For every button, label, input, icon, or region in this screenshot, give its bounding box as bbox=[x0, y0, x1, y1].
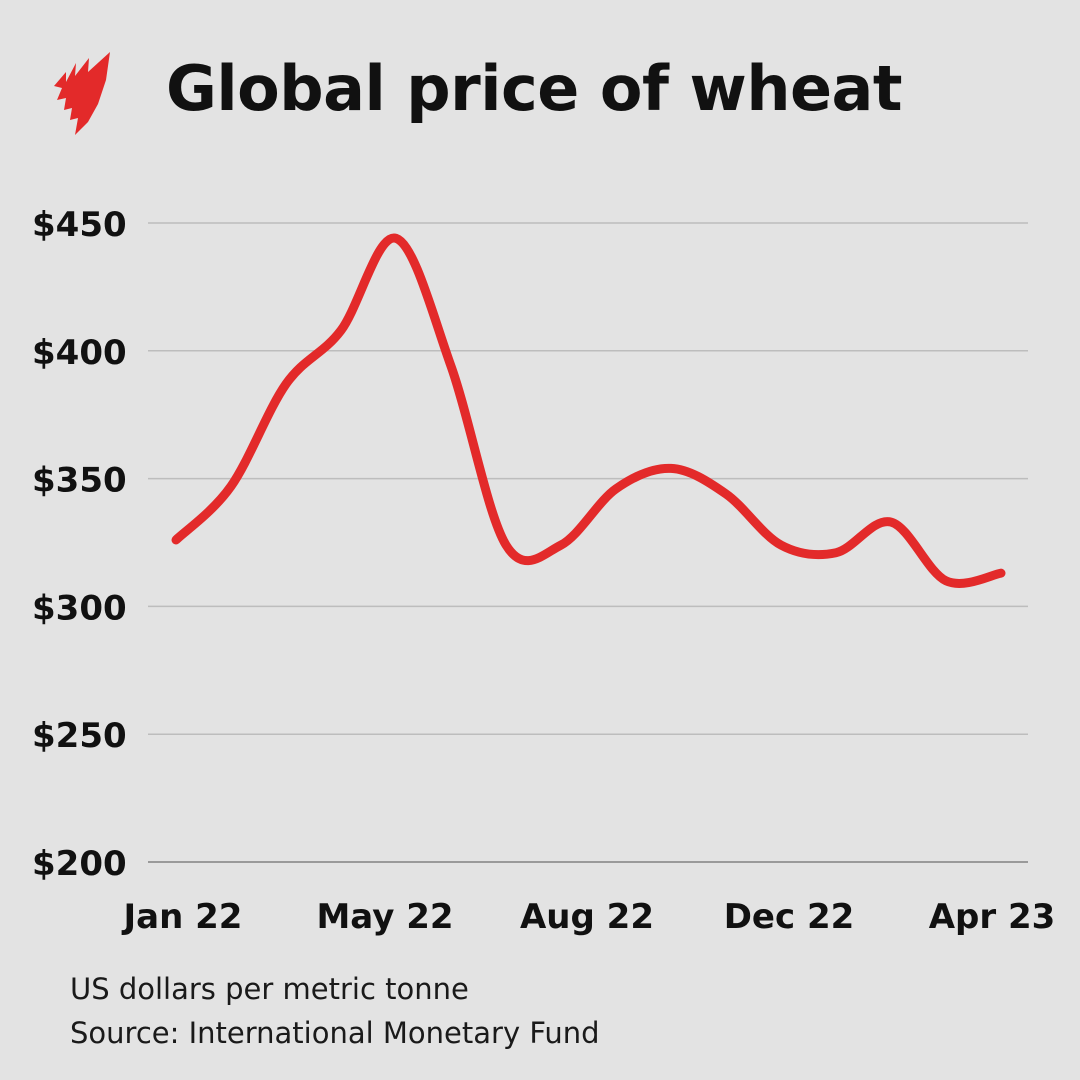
data-point bbox=[340, 329, 342, 331]
data-point bbox=[175, 539, 177, 541]
units-note: US dollars per metric tonne bbox=[70, 972, 469, 1006]
data-point bbox=[780, 544, 782, 546]
data-point bbox=[230, 485, 232, 487]
source-note: Source: International Monetary Fund bbox=[70, 1016, 600, 1050]
data-point bbox=[670, 467, 672, 469]
data-point bbox=[395, 237, 397, 239]
data-point bbox=[450, 365, 452, 367]
y-tick-label: $400 bbox=[32, 333, 127, 373]
data-point bbox=[615, 488, 617, 490]
x-tick-label: Apr 23 bbox=[929, 897, 1056, 937]
chart-title: Global price of wheat bbox=[166, 52, 902, 125]
y-tick-label: $200 bbox=[32, 844, 127, 884]
x-tick-label: Aug 22 bbox=[520, 897, 654, 937]
data-point bbox=[560, 544, 562, 546]
data-point bbox=[505, 544, 507, 546]
data-point bbox=[890, 521, 892, 523]
y-tick-label: $350 bbox=[32, 461, 127, 501]
data-point bbox=[285, 383, 287, 385]
x-tick-label: Dec 22 bbox=[724, 897, 855, 937]
data-point bbox=[1000, 572, 1002, 574]
x-tick-label: Jan 22 bbox=[122, 897, 243, 937]
y-tick-label: $300 bbox=[32, 588, 127, 628]
x-tick-label: May 22 bbox=[316, 897, 453, 937]
price-line bbox=[171, 233, 1006, 588]
data-point bbox=[835, 552, 837, 554]
y-tick-label: $250 bbox=[32, 716, 127, 756]
y-tick-label: $450 bbox=[32, 205, 127, 245]
data-point bbox=[945, 580, 947, 582]
sbs-logo bbox=[54, 52, 110, 135]
data-point bbox=[725, 493, 727, 495]
